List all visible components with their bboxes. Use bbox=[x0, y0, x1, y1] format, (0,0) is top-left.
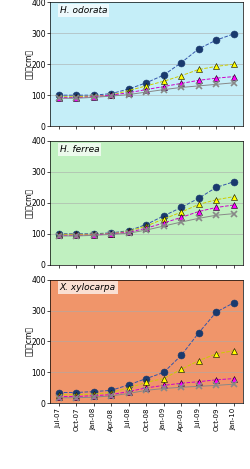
Text: X. xylocarpa: X. xylocarpa bbox=[60, 283, 116, 292]
Y-axis label: 樹高（cm）: 樹高（cm） bbox=[25, 49, 34, 79]
Text: H. ferrea: H. ferrea bbox=[60, 144, 99, 154]
Text: H. odorata: H. odorata bbox=[60, 6, 107, 15]
Y-axis label: 樹高（cm）: 樹高（cm） bbox=[25, 188, 34, 218]
Y-axis label: 樹高（cm）: 樹高（cm） bbox=[25, 326, 34, 356]
